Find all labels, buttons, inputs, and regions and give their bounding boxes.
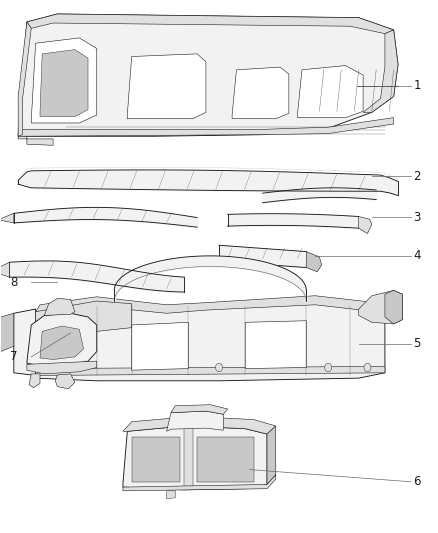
Circle shape	[364, 364, 371, 372]
Polygon shape	[35, 296, 385, 317]
Text: 6: 6	[413, 475, 421, 488]
Polygon shape	[171, 405, 228, 414]
Text: 3: 3	[413, 211, 420, 223]
Polygon shape	[184, 426, 193, 487]
Circle shape	[215, 364, 223, 372]
Polygon shape	[166, 491, 175, 499]
Bar	[197, 437, 254, 482]
Polygon shape	[44, 298, 75, 316]
Polygon shape	[18, 22, 31, 136]
Polygon shape	[1, 213, 14, 223]
Polygon shape	[14, 309, 35, 375]
Polygon shape	[18, 118, 394, 136]
Polygon shape	[1, 313, 14, 352]
Polygon shape	[29, 374, 40, 387]
Circle shape	[325, 364, 332, 372]
Polygon shape	[55, 374, 75, 389]
Polygon shape	[132, 322, 188, 370]
Polygon shape	[40, 326, 84, 360]
Polygon shape	[27, 14, 394, 34]
Text: 7: 7	[11, 350, 18, 364]
Polygon shape	[166, 411, 223, 431]
Polygon shape	[123, 416, 276, 434]
Circle shape	[63, 364, 70, 372]
Polygon shape	[267, 426, 276, 484]
Text: 5: 5	[413, 337, 420, 350]
Polygon shape	[40, 50, 88, 117]
Polygon shape	[297, 66, 363, 118]
Polygon shape	[27, 313, 97, 367]
Bar	[132, 437, 180, 482]
Polygon shape	[35, 301, 132, 336]
Polygon shape	[27, 361, 97, 374]
Text: 2: 2	[413, 169, 421, 183]
Polygon shape	[245, 321, 306, 368]
Polygon shape	[363, 30, 398, 112]
Text: 1: 1	[413, 79, 421, 92]
Polygon shape	[385, 290, 403, 324]
Polygon shape	[0, 262, 10, 277]
Polygon shape	[306, 252, 321, 272]
Polygon shape	[359, 216, 372, 233]
Polygon shape	[127, 54, 206, 119]
Polygon shape	[18, 136, 53, 146]
Text: 4: 4	[413, 249, 421, 262]
Polygon shape	[35, 367, 385, 375]
Text: 8: 8	[11, 276, 18, 289]
Polygon shape	[35, 301, 385, 381]
Polygon shape	[123, 426, 267, 490]
Polygon shape	[232, 67, 289, 119]
Polygon shape	[31, 38, 97, 123]
Polygon shape	[359, 290, 403, 324]
Polygon shape	[123, 475, 276, 491]
Polygon shape	[18, 14, 398, 136]
